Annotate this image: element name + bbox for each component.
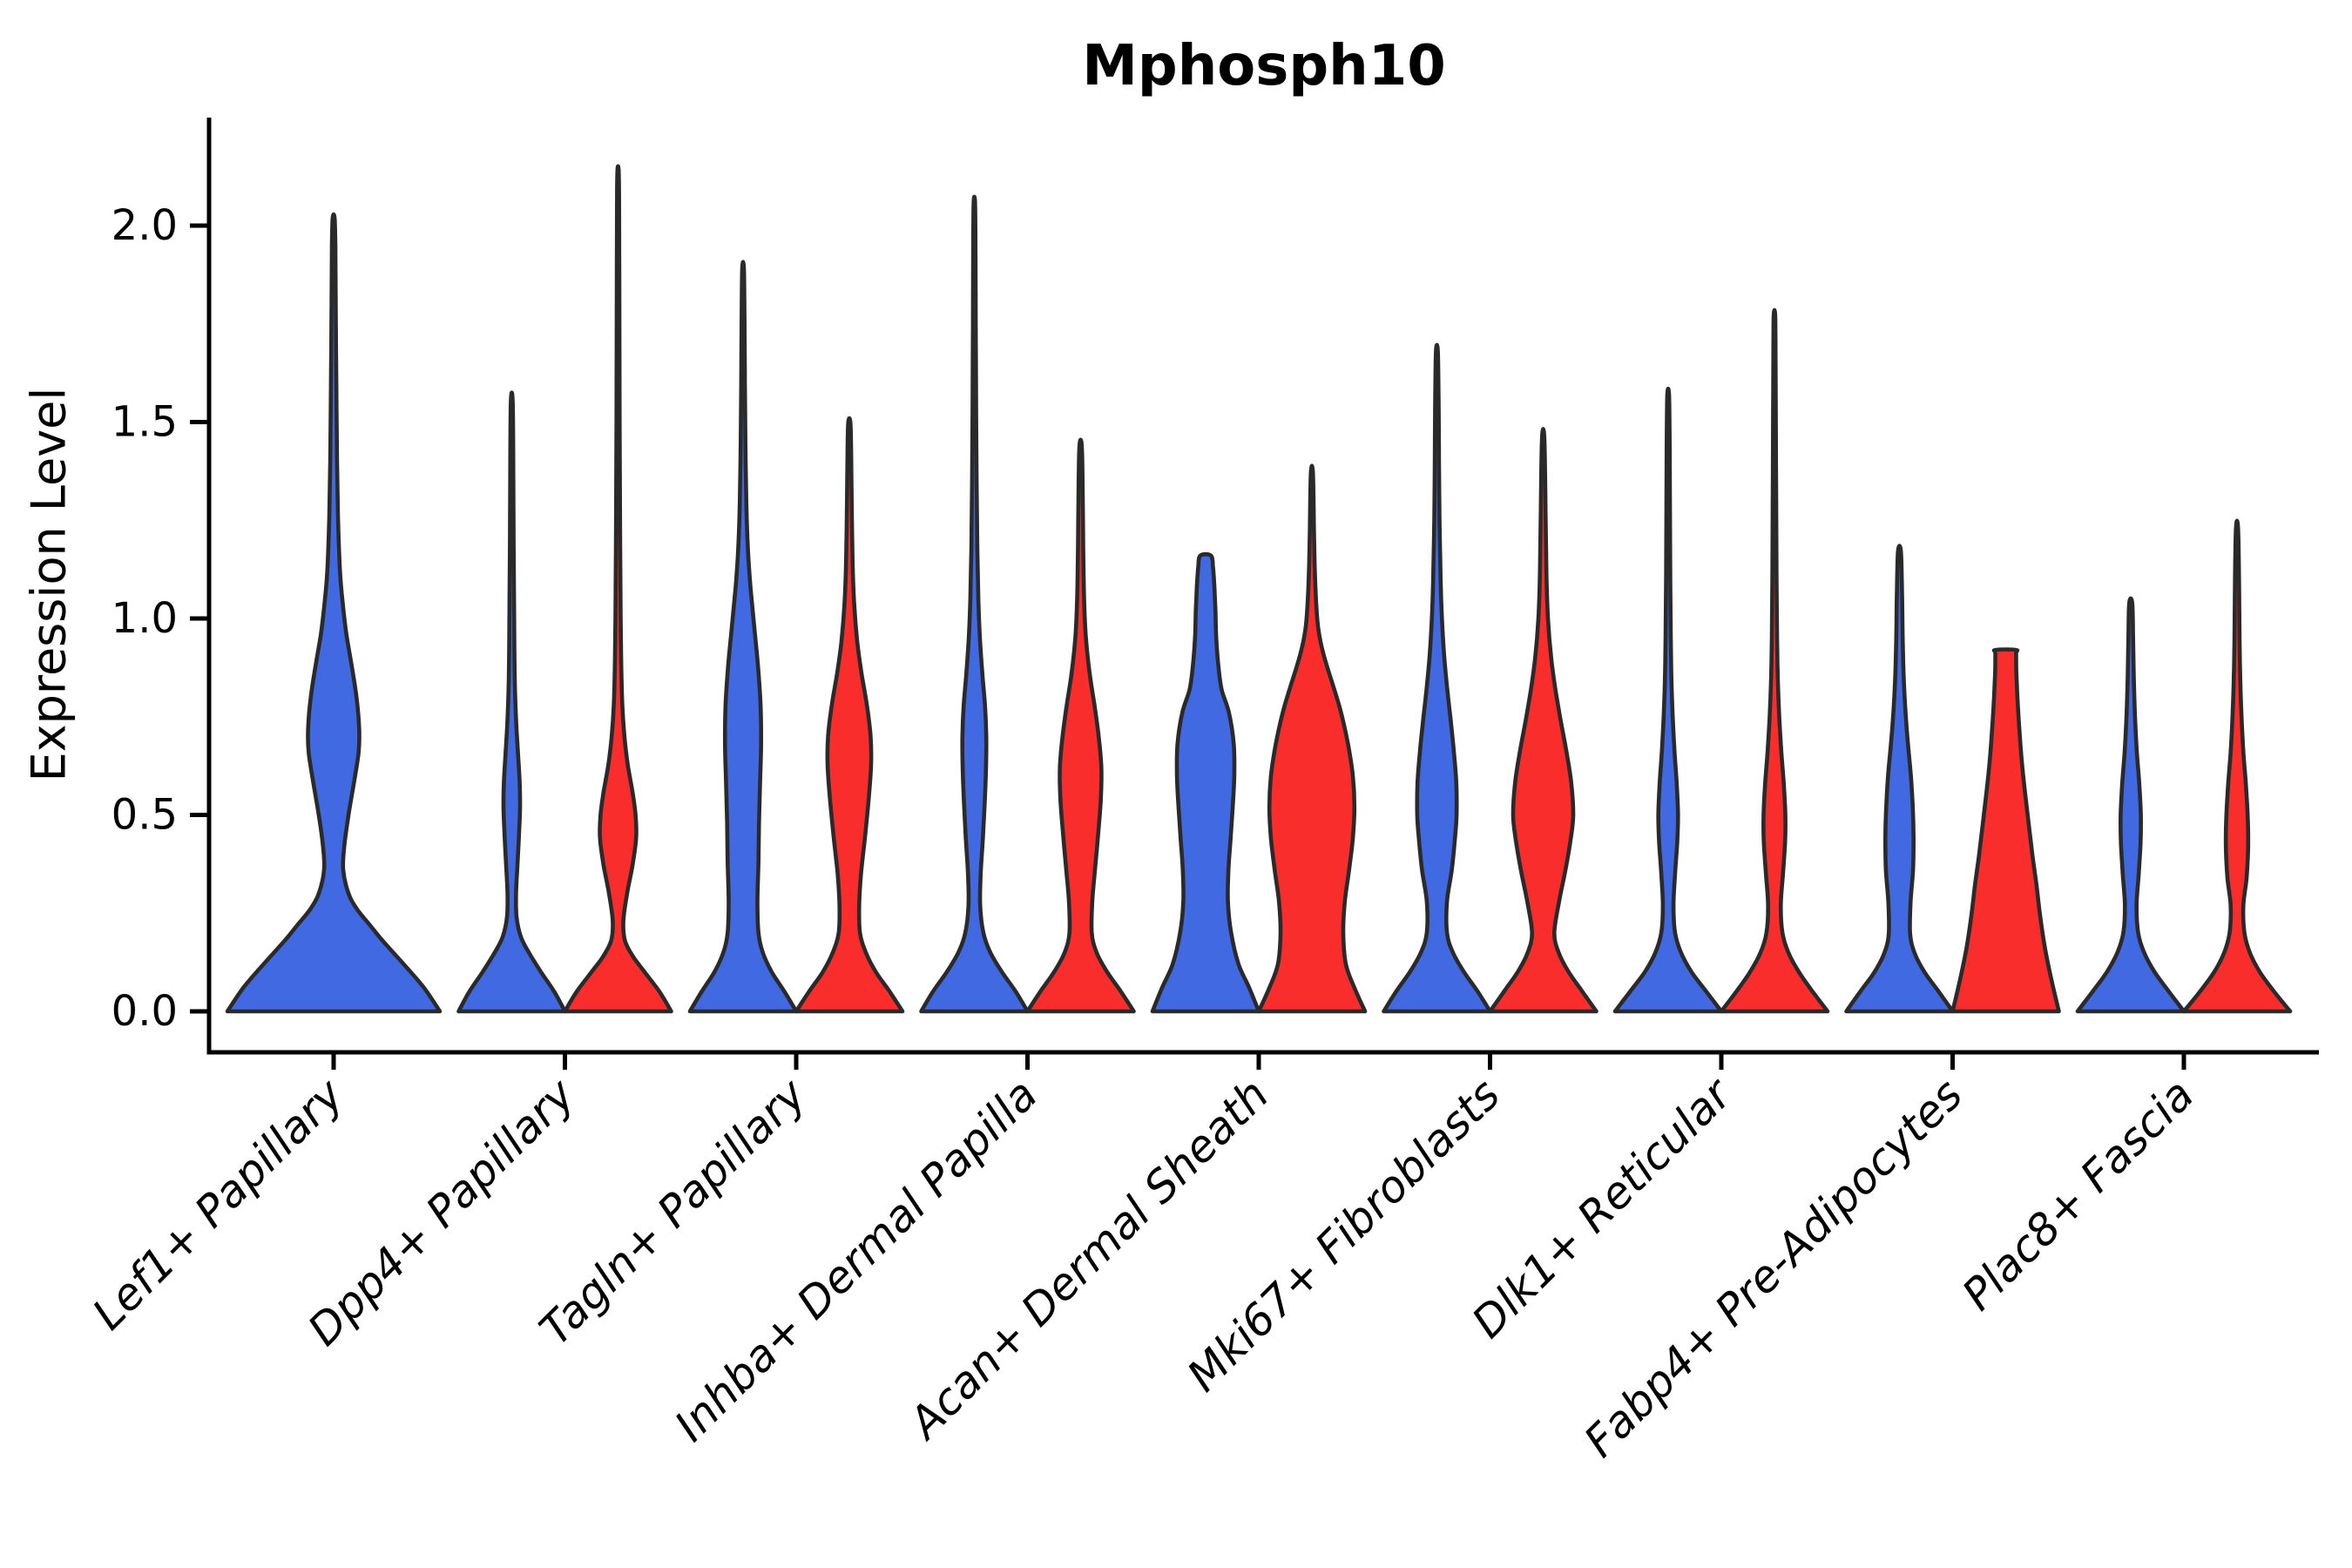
x-tick-label-fabp4-pre-adipocytes: Fabp4+ Pre-Adipocytes: [1574, 1069, 1972, 1467]
violin-dpp4-papillary-red: [563, 164, 673, 1014]
violin-acan-dermal-sheath-red: [1256, 463, 1368, 1014]
y-axis-label: Expression Level: [21, 387, 77, 782]
violin-dlk1-reticular-blue: [1612, 386, 1724, 1014]
violin-tagln-papillary-red: [794, 416, 905, 1014]
violin-dlk1-reticular-red: [1719, 308, 1830, 1014]
chart-title: Mphosph10: [1082, 34, 1446, 98]
violin-fabp4-pre-adipocytes-blue: [1844, 544, 1955, 1014]
y-tick-label: 0.0: [112, 987, 178, 1036]
violin-inhba-dermal-papilla-red: [1025, 437, 1136, 1014]
violin-plac8-fascia-red: [2181, 518, 2293, 1014]
violin-tagln-papillary-blue: [687, 260, 799, 1014]
violin-lef1-papillary-blue: [225, 212, 443, 1014]
y-tick-label: 2.0: [112, 201, 178, 250]
y-tick-label: 0.5: [112, 791, 178, 840]
y-tick-label: 1.0: [112, 594, 178, 643]
violin-mki67-fibroblasts-blue: [1382, 342, 1492, 1014]
violin-dpp4-papillary-blue: [456, 390, 567, 1014]
y-tick-label: 1.5: [112, 398, 178, 447]
violin-acan-dermal-sheath-blue: [1150, 551, 1261, 1014]
violin-mki67-fibroblasts-red: [1488, 427, 1598, 1014]
violin-inhba-dermal-papilla-blue: [919, 194, 1030, 1014]
violin-plac8-fascia-blue: [2075, 596, 2186, 1014]
x-tick-label-plac8-fascia: Plac8+ Fascia: [1953, 1069, 2204, 1320]
violin-fabp4-pre-adipocytes-red: [1950, 647, 2061, 1014]
x-tick-label-lef1-papillary: Lef1+ Papillary: [83, 1068, 354, 1339]
